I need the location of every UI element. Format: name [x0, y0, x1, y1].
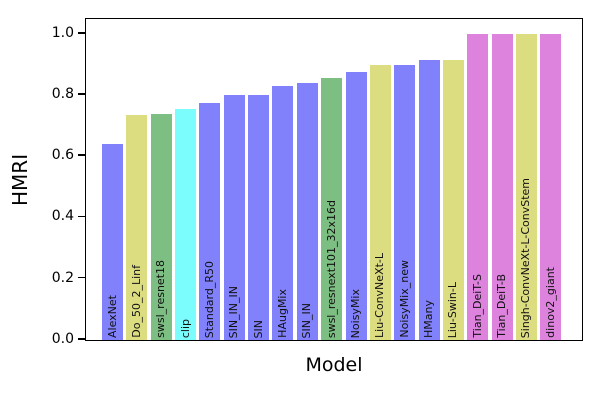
- bar-AlexNet: AlexNet: [102, 144, 123, 340]
- bar-label: Liu-ConvNeXt-L: [373, 253, 387, 338]
- bar-label: Liu-Swin-L: [446, 281, 460, 338]
- bar-Standard_R50: Standard_R50: [199, 102, 221, 340]
- bar-swsl_resnet18: swsl_resnet18: [150, 113, 172, 340]
- bar-label: swsl_resnext101_32x16d: [324, 199, 338, 338]
- bar-label: dinov2_giant: [543, 267, 557, 338]
- bar-Liu-Swin-L: Liu-Swin-L: [442, 60, 464, 340]
- bar-label: swsl_resnet18: [154, 260, 168, 338]
- y-tick-mark: [78, 215, 85, 218]
- bar-label: Tian_DeiT-S: [470, 274, 484, 338]
- bar-label: HMany: [422, 300, 435, 338]
- bar-Tian_DeiT-B: Tian_DeiT-B: [491, 34, 513, 340]
- y-tick-mark: [78, 337, 85, 340]
- bar-dinov2_giant: dinov2_giant: [540, 34, 562, 340]
- y-tick-label: 1.0: [51, 24, 74, 41]
- bar-Singh-ConvNeXt-L-ConvStem: Singh-ConvNeXt-L-ConvStem: [515, 34, 537, 340]
- bar-clip: clip: [175, 108, 197, 340]
- y-tick-label: 0.2: [51, 269, 74, 286]
- y-tick-mark: [78, 93, 85, 95]
- bar-label: Singh-ConvNeXt-L-ConvStem: [519, 177, 533, 338]
- y-axis-label: HMRI: [8, 153, 32, 206]
- y-tick-mark: [78, 154, 85, 157]
- y-tick-label: 0.8: [51, 86, 74, 102]
- bar-Do_50_2_Linf: Do_50_2_Linf: [126, 115, 148, 340]
- bar-SIN_IN_IN: SIN_IN_IN: [223, 95, 245, 340]
- bar-label: SIN: [251, 319, 265, 338]
- bar-SIN: SIN: [248, 95, 270, 340]
- bar-NoisyMix_new: NoisyMix_new: [394, 64, 416, 340]
- bar-label: Standard_R50: [202, 260, 216, 338]
- bar-label: NoisyMix_new: [397, 260, 411, 338]
- y-tick-mark: [78, 276, 85, 279]
- bar-Tian_DeiT-S: Tian_DeiT-S: [467, 34, 489, 340]
- y-tick-label: 0.0: [51, 330, 74, 347]
- bar-label: NoisyMix: [348, 288, 362, 338]
- bar-label: Do_50_2_Linf: [129, 265, 143, 338]
- bar-label: SIN_IN: [300, 302, 314, 338]
- bar-HAugMix: HAugMix: [272, 86, 294, 340]
- plot-area: 0.0 0.2 0.4 0.6 0.8 1.0 AlexNet Do_50_2_Linf sws…: [52, 18, 583, 347]
- x-axis-label: Model: [305, 354, 363, 376]
- bar-NoisyMix: NoisyMix: [345, 72, 367, 340]
- y-tick-mark: [78, 31, 85, 34]
- bar-label: clip: [178, 318, 192, 338]
- bar-label: HAugMix: [275, 289, 289, 338]
- bar-label: Tian_DeiT-B: [495, 274, 509, 338]
- y-tick-label: 0.4: [51, 208, 74, 225]
- bar-label: AlexNet: [105, 295, 119, 338]
- y-tick-label: 0.6: [51, 147, 74, 164]
- bar-swsl_resnext101_32x16d: swsl_resnext101_32x16d: [321, 78, 343, 340]
- bar-SIN_IN: SIN_IN: [296, 82, 318, 340]
- bar-HMany: HMany: [418, 60, 440, 340]
- bar-Liu-ConvNeXt-L: Liu-ConvNeXt-L: [369, 64, 391, 340]
- bar-label: SIN_IN_IN: [227, 285, 241, 338]
- plot-inner: 0.0 0.2 0.4 0.6 0.8 1.0 AlexNet Do_50_2_Linf sws…: [52, 19, 582, 347]
